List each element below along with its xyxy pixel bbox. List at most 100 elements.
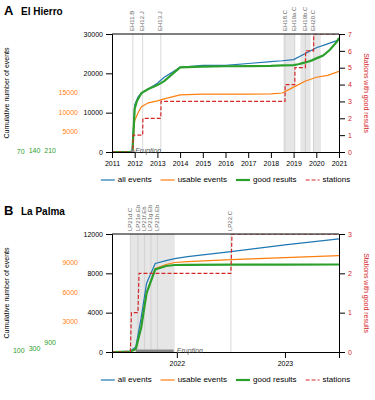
legend-label: usable events — [178, 175, 227, 184]
x-tick-label: 2018 — [264, 160, 280, 167]
y2-tick-label: 3 — [348, 98, 352, 105]
legend: all eventsusable eventsgood resultsstati… — [101, 175, 350, 184]
x-tick: 2018 — [264, 152, 280, 167]
y2-tick: 2 — [339, 270, 352, 277]
station-label: LP22.C — [227, 210, 233, 231]
y-axis-line — [106, 235, 113, 353]
y2-tick-mark — [339, 51, 345, 52]
x-tick-label: 2017 — [241, 160, 257, 167]
plot-area — [112, 34, 339, 152]
eruption-bar — [131, 150, 135, 152]
annotation: Eruption — [135, 147, 161, 155]
series-line — [112, 264, 339, 352]
y-tick-label: 4000 — [87, 309, 103, 316]
station-label: LP21g.Eb — [147, 204, 153, 231]
legend-label: stations — [323, 375, 351, 384]
y-axis: 04000800012000 — [84, 231, 113, 356]
plot-frame — [112, 234, 339, 235]
y-tick-mark — [106, 273, 112, 274]
y2-tick-label: 2 — [348, 270, 352, 277]
station-line — [294, 34, 295, 152]
y2-tick: 2 — [339, 115, 352, 122]
x-tick-label: 2021 — [332, 160, 348, 167]
x-tick: 2021 — [332, 152, 348, 167]
y2-tick: 3 — [339, 231, 352, 238]
station-label: EH11.B — [129, 11, 135, 31]
y2-tick-label: 2 — [348, 115, 352, 122]
y-tick-mark — [106, 152, 112, 153]
x-tick: 2015 — [196, 152, 212, 167]
x-tick-mark — [316, 152, 317, 158]
good-tick-label: 140 — [29, 147, 41, 154]
legend-label: usable events — [178, 375, 227, 384]
y2-tick-label: 5 — [348, 64, 352, 71]
y-axis: 0100002000030000 — [84, 31, 113, 156]
good-tick-label: 900 — [44, 339, 56, 346]
y2-tick-label: 0 — [348, 149, 352, 156]
station-label: EH12.J — [139, 11, 145, 31]
panel-letter: B — [4, 203, 13, 218]
y2-tick-label: 7 — [348, 31, 352, 38]
station-line — [313, 34, 314, 152]
y2-tick-label: 4 — [348, 81, 352, 88]
station-line — [157, 234, 158, 352]
y-tick-label: 12000 — [84, 231, 104, 238]
eruption-bar — [136, 350, 174, 352]
station-label: LP21f.Eb — [141, 206, 147, 231]
y2-axis-title: Stations with good results — [362, 53, 370, 133]
x-tick: 2014 — [173, 152, 189, 167]
legend-swatch — [101, 179, 115, 180]
y-tick-label: 10000 — [84, 109, 104, 116]
x-tick-label: 2014 — [173, 160, 189, 167]
y2-tick: 0 — [339, 349, 352, 356]
y2-tick: 4 — [339, 81, 352, 88]
y-tick-mark — [106, 113, 112, 114]
y2-tick-label: 6 — [348, 48, 352, 55]
x-tick: 2023 — [278, 352, 294, 367]
y2-axis-title: Stations with good results — [362, 253, 370, 333]
x-tick-label: 2022 — [170, 360, 186, 367]
x-tick-label: 2011 — [105, 160, 120, 167]
y2-axis-line — [340, 35, 346, 153]
y-axis-title: Cumulative number of events — [3, 47, 10, 139]
legend-label: stations — [323, 175, 351, 184]
station-label: EH13.J — [157, 11, 163, 31]
legend-item: usable events — [161, 175, 227, 184]
shaded-region — [130, 234, 174, 352]
panel: 2022202304000800012000012330006000900010… — [3, 203, 370, 384]
legend: all eventsusable eventsgood resultsstati… — [101, 375, 350, 384]
y-tick: 0 — [99, 149, 112, 156]
y2-tick: 5 — [339, 64, 352, 71]
x-tick-mark — [294, 152, 295, 158]
legend-item: stations — [306, 375, 351, 384]
station-label: LP21e.Eb — [135, 204, 141, 231]
usable-tick-label: 10000 — [59, 109, 79, 116]
y2-tick: 7 — [339, 31, 352, 38]
panel: 2011201220132014201520162017201820192020… — [3, 3, 370, 184]
good-tick-label: 210 — [44, 147, 56, 154]
series-line — [112, 40, 339, 152]
legend-swatch — [306, 179, 320, 180]
series-line — [112, 239, 339, 352]
chart: 2011201220132014201520162017201820192020… — [0, 0, 375, 400]
y-tick-mark — [106, 234, 112, 235]
station-label: EH18.C — [282, 9, 288, 31]
legend-label: good results — [253, 175, 297, 184]
y2-tick: 3 — [339, 98, 352, 105]
legend-swatch — [306, 379, 320, 380]
y2-tick-mark — [339, 352, 345, 353]
y2-tick-mark — [339, 85, 345, 86]
good-tick-label: 300 — [29, 345, 41, 352]
y2-tick-mark — [339, 68, 345, 69]
y2-tick-mark — [339, 101, 345, 102]
y-tick-label: 30000 — [84, 31, 104, 38]
y2-tick-label: 3 — [348, 231, 352, 238]
legend-item: good results — [236, 175, 297, 184]
y2-tick: 6 — [339, 48, 352, 55]
station-label: LP21d.C — [127, 207, 133, 231]
good-tick-label: 100 — [13, 347, 25, 354]
y-tick-mark — [106, 73, 112, 74]
y-tick-label: 0 — [99, 149, 103, 156]
x-tick-label: 2012 — [127, 160, 143, 167]
legend-swatch — [236, 379, 250, 381]
